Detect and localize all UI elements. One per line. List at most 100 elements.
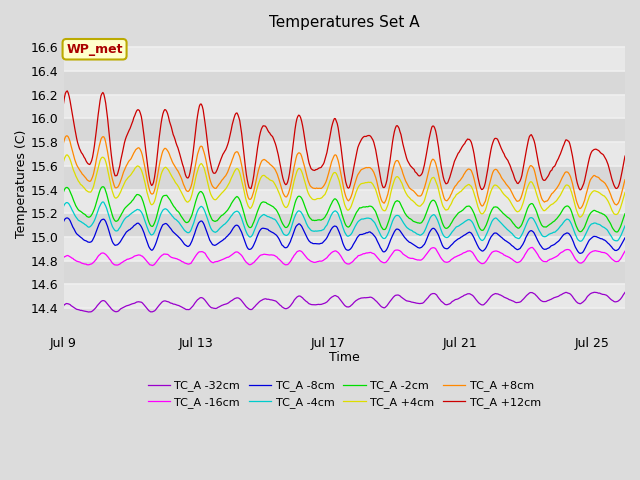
TC_A -8cm [436,235,444,240]
TC_A -2cm [392,199,399,204]
Y-axis label: Temperatures (C): Temperatures (C) [15,130,28,238]
Line: TC_A +8cm: TC_A +8cm [63,136,625,209]
TC_A +12cm [392,125,399,131]
TC_A +4cm [436,191,444,196]
TC_A +8cm [60,140,67,146]
TC_A -32cm [392,292,399,298]
TC_A -4cm [392,213,399,219]
TC_A +12cm [60,100,67,106]
TC_A -8cm [63,215,71,221]
TC_A +8cm [576,206,584,212]
Bar [63,71,625,95]
TC_A -8cm [160,221,168,227]
TC_A -8cm [205,235,212,240]
TC_A -2cm [436,211,444,216]
TC_A +4cm [621,190,629,195]
Bar [63,261,625,285]
TC_A -32cm [621,289,629,295]
TC_A +12cm [205,150,212,156]
Legend: TC_A -32cm, TC_A -16cm, TC_A -8cm, TC_A -4cm, TC_A -2cm, TC_A +4cm, TC_A +8cm, T: TC_A -32cm, TC_A -16cm, TC_A -8cm, TC_A … [143,376,545,412]
TC_A -16cm [392,247,399,253]
TC_A -8cm [483,242,491,248]
TC_A -8cm [315,241,323,247]
TC_A -32cm [85,309,93,315]
TC_A -16cm [483,257,491,263]
TC_A -16cm [621,248,629,254]
TC_A +8cm [392,159,399,165]
Bar [63,119,625,142]
TC_A -2cm [205,209,212,215]
TC_A +8cm [315,185,323,191]
Line: TC_A +4cm: TC_A +4cm [63,155,625,217]
TC_A +4cm [60,158,67,164]
Bar [63,142,625,166]
TC_A +12cm [315,166,323,171]
TC_A -4cm [60,204,67,209]
TC_A -4cm [621,223,629,229]
Text: WP_met: WP_met [67,43,123,56]
TC_A +12cm [63,88,71,94]
TC_A -4cm [205,220,212,226]
Bar [63,285,625,308]
TC_A -2cm [315,217,323,223]
TC_A -32cm [315,301,323,307]
TC_A -2cm [621,211,629,216]
TC_A +4cm [315,196,323,202]
TC_A -4cm [436,222,444,228]
TC_A +12cm [483,169,491,175]
TC_A +12cm [576,187,584,193]
TC_A -4cm [99,199,107,205]
TC_A +4cm [483,201,491,207]
TC_A -16cm [315,259,323,264]
TC_A -4cm [160,206,168,212]
TC_A -2cm [483,220,491,226]
Bar [63,213,625,237]
TC_A -32cm [483,298,491,304]
TC_A -2cm [612,229,620,235]
TC_A -16cm [529,244,536,250]
TC_A +8cm [160,146,168,152]
TC_A +12cm [621,153,629,159]
TC_A -2cm [99,184,107,190]
TC_A +8cm [483,191,491,197]
TC_A +4cm [63,152,71,158]
Line: TC_A -2cm: TC_A -2cm [63,187,625,232]
TC_A -4cm [483,230,491,236]
Line: TC_A -32cm: TC_A -32cm [63,292,625,312]
TC_A +4cm [392,175,399,181]
Bar [63,237,625,261]
TC_A -32cm [160,298,168,304]
TC_A -4cm [576,239,584,244]
TC_A -8cm [621,235,629,241]
Bar [63,47,625,71]
Line: TC_A -4cm: TC_A -4cm [63,202,625,241]
TC_A -16cm [436,252,444,258]
TC_A +4cm [576,214,584,220]
Bar [63,95,625,119]
TC_A -32cm [60,303,67,309]
TC_A +12cm [160,108,168,114]
TC_A -8cm [576,251,584,256]
TC_A +12cm [436,151,444,157]
Title: Temperatures Set A: Temperatures Set A [269,15,420,30]
TC_A -8cm [392,228,399,233]
TC_A -16cm [160,251,168,257]
Bar [63,166,625,190]
TC_A +8cm [436,176,444,182]
TC_A +8cm [205,171,212,177]
TC_A -16cm [60,255,67,261]
TC_A -32cm [436,296,444,302]
Line: TC_A -16cm: TC_A -16cm [63,247,625,265]
X-axis label: Time: Time [329,351,360,364]
TC_A +8cm [63,133,70,139]
TC_A +8cm [621,177,629,183]
TC_A +4cm [160,166,168,171]
Line: TC_A +12cm: TC_A +12cm [63,91,625,190]
TC_A +4cm [205,185,212,191]
TC_A -32cm [205,302,212,308]
Line: TC_A -8cm: TC_A -8cm [63,218,625,253]
TC_A -32cm [590,289,598,295]
TC_A -4cm [315,228,323,234]
Bar [63,190,625,213]
TC_A -2cm [60,189,67,195]
